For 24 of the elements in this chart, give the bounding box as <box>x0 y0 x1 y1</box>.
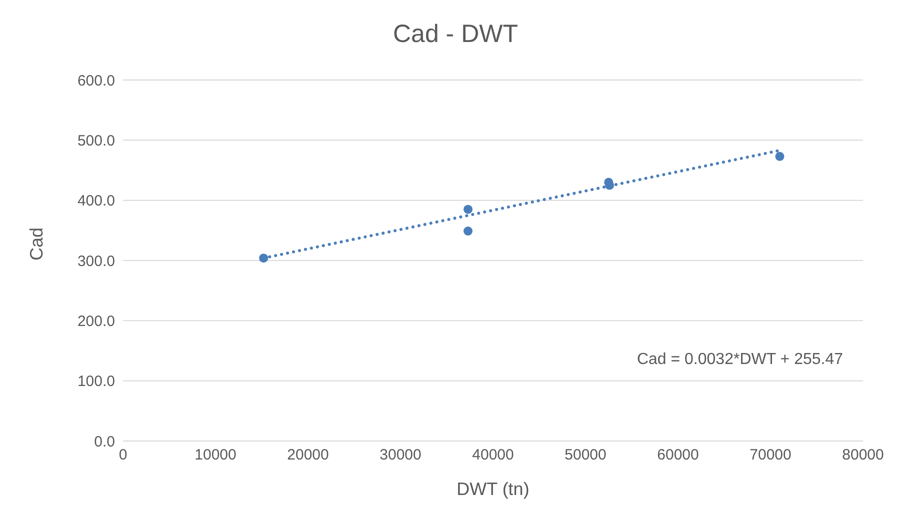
x-tick-label: 20000 <box>287 446 329 464</box>
y-tick-label: 0.0 <box>94 433 115 450</box>
y-tick-label: 100.0 <box>77 373 115 390</box>
point <box>464 226 473 236</box>
x-tick-label: 70000 <box>750 446 792 464</box>
point <box>775 152 784 161</box>
y-tick-label: 500.0 <box>77 132 115 150</box>
x-tick-label: 0 <box>118 446 128 464</box>
y-tick-label: 600.0 <box>77 72 115 90</box>
x-tick-label: 50000 <box>564 446 606 464</box>
point <box>464 204 473 214</box>
x-tick-label: 40000 <box>472 446 514 464</box>
x-tick-label: 60000 <box>657 446 699 464</box>
y-tick-label: 200.0 <box>77 312 115 330</box>
point <box>259 254 268 263</box>
x-axis-title: DWT (tn) <box>456 479 530 499</box>
y-tick-label: 400.0 <box>77 192 115 210</box>
x-tick-label: 80000 <box>842 446 884 464</box>
y-axis-title: Cad <box>26 227 46 260</box>
x-tick-label: 30000 <box>380 446 422 464</box>
x-tick-label: 10000 <box>194 446 236 464</box>
y-tick-label: 300.0 <box>77 252 115 270</box>
chart-title: Cad - DWT <box>392 20 519 49</box>
annotation: Cad = 0.0032*DWT + 255.47 <box>636 351 843 369</box>
